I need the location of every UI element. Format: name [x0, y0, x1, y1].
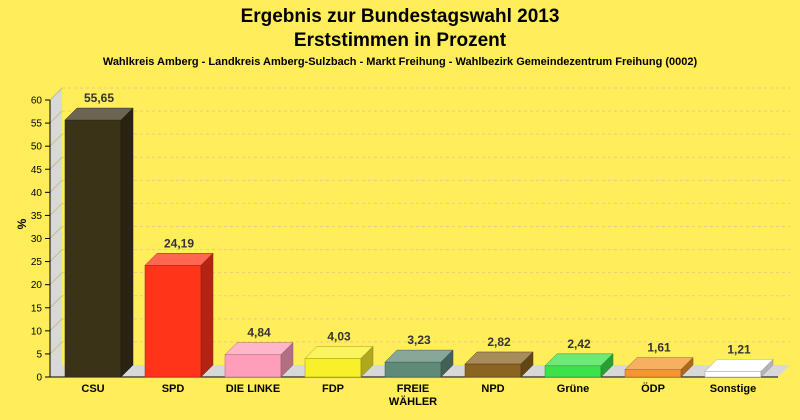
gridline-depth	[49, 318, 63, 332]
gridline-depth	[49, 203, 63, 216]
x-tick-label: SPD	[162, 383, 185, 395]
gridline-depth	[49, 179, 63, 193]
bar	[624, 369, 682, 378]
data-label: 24,19	[164, 236, 194, 250]
gridline-depth	[49, 156, 63, 170]
bar	[704, 371, 762, 378]
gridline-depth	[49, 133, 63, 147]
y-tick-label: 25	[31, 257, 43, 268]
bar-side	[680, 356, 694, 378]
y-tick-label: 5	[36, 349, 42, 360]
x-tick-label: FDP	[322, 383, 344, 395]
bar	[144, 265, 202, 378]
data-label: 4,84	[247, 326, 271, 340]
chart-title: Ergebnis zur Bundestagswahl 2013	[241, 6, 560, 27]
x-tick-label: CSU	[81, 383, 104, 395]
chart-subtitle: Erststimmen in Prozent	[294, 30, 507, 51]
bar	[224, 354, 282, 378]
bar	[544, 365, 602, 378]
x-tick-label: NPD	[481, 383, 504, 395]
y-tick-label: 30	[31, 234, 43, 245]
y-tick-label: 35	[31, 211, 43, 222]
data-label: 1,21	[727, 342, 751, 356]
gridline-depth	[49, 226, 63, 239]
y-tick-label: 50	[31, 142, 43, 153]
gridline-depth	[49, 341, 63, 355]
gridline-depth	[49, 87, 63, 101]
y-tick-label: 0	[36, 373, 42, 384]
x-tick-label: Grüne	[557, 383, 589, 395]
data-label: 55,65	[84, 91, 114, 105]
bar-side	[760, 358, 774, 378]
bar-side	[360, 345, 374, 378]
y-axis-label: %	[15, 218, 29, 229]
y-tick-label: 40	[31, 188, 43, 199]
data-label: 2,82	[487, 335, 511, 349]
gridline-depth	[49, 249, 63, 262]
bar-side	[280, 342, 294, 378]
bar-side	[600, 353, 614, 378]
y-tick-label: 15	[31, 303, 43, 314]
x-tick-label: FREIE	[397, 383, 429, 395]
bar	[64, 119, 122, 378]
y-tick-label: 45	[31, 165, 43, 176]
x-tick-label: WÄHLER	[389, 395, 437, 408]
x-tick-label: Sonstige	[710, 383, 756, 395]
y-tick-label: 10	[31, 326, 43, 337]
x-tick-label: ÖDP	[641, 382, 665, 395]
bar-side	[200, 252, 214, 378]
bar	[464, 363, 522, 378]
gridline-depth	[49, 272, 63, 286]
bar	[304, 358, 362, 378]
x-tick-label: DIE LINKE	[226, 383, 280, 395]
gridline-depth	[49, 295, 63, 309]
bar	[384, 361, 442, 378]
data-label: 1,61	[647, 341, 671, 355]
chart-caption: Wahlkreis Amberg - Landkreis Amberg-Sulz…	[103, 56, 698, 68]
y-tick-label: 20	[31, 280, 43, 291]
bar-side	[520, 351, 534, 378]
data-label: 4,03	[327, 329, 351, 343]
y-tick-label: 55	[31, 119, 43, 130]
data-label: 3,23	[407, 333, 431, 347]
bar-side	[120, 107, 134, 378]
data-label: 2,42	[567, 337, 591, 351]
plot-area: 0 5 10 15 20 25 30 35 40 45 50 55 60 55,65 CSU 24,19 SPD…	[31, 87, 790, 408]
bar-side	[440, 349, 454, 378]
gridline-depth	[49, 110, 63, 124]
y-tick-label: 60	[31, 96, 43, 107]
